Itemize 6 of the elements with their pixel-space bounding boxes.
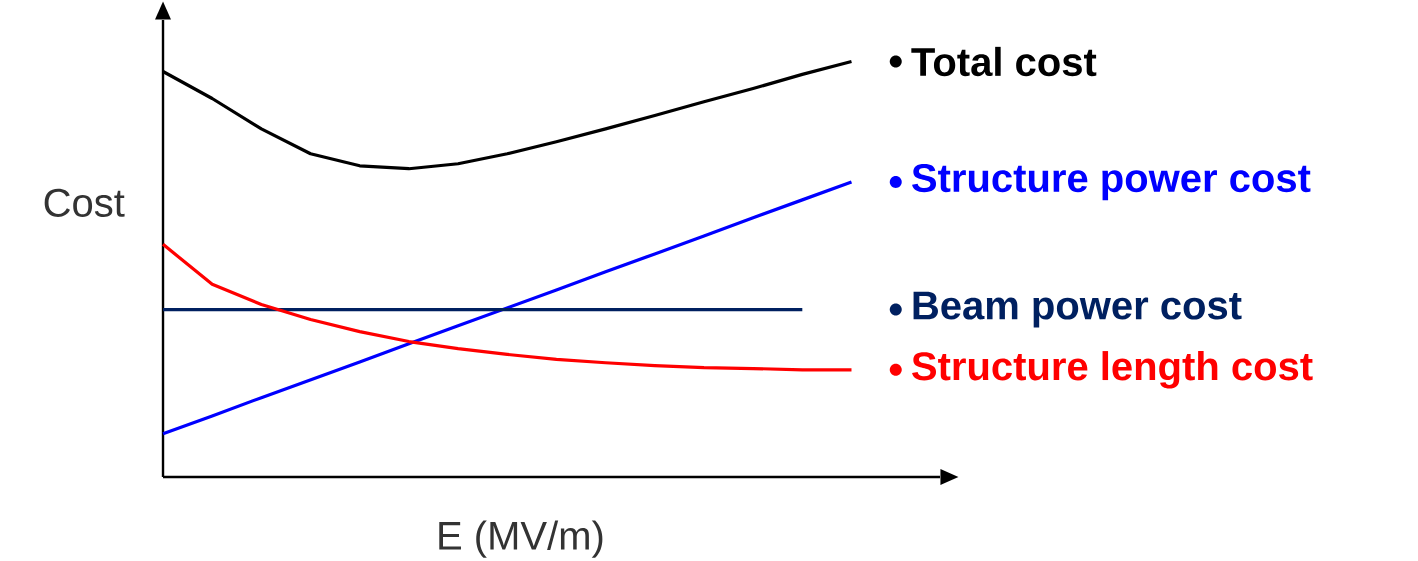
y-axis-title: Cost	[44, 188, 125, 217]
x-axis-title: E (MV/m)	[439, 520, 603, 558]
legend-label: Structure length cost	[912, 351, 1313, 389]
legend-label: Total cost	[911, 46, 1097, 77]
legend-label: Beam power cost	[913, 291, 1242, 328]
legend-label: Structure power cost	[912, 163, 1311, 201]
